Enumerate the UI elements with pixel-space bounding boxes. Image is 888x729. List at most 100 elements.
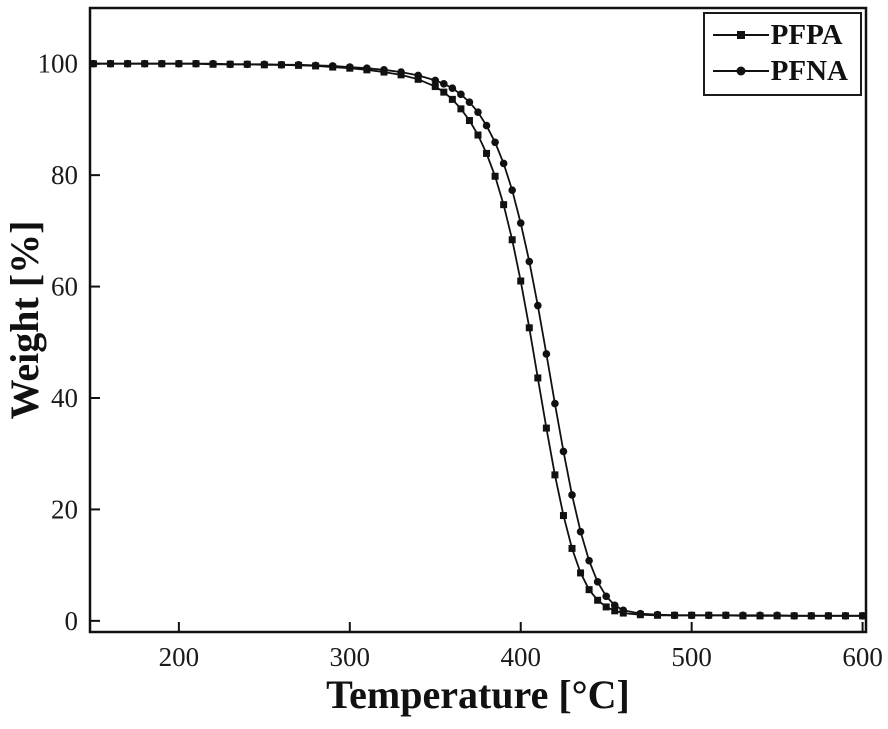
plot-border — [88, 6, 868, 634]
pfpa-marker-square-icon — [542, 424, 550, 432]
y-tick-label: 0 — [65, 606, 79, 636]
pfna-marker-circle-icon — [106, 59, 115, 68]
pfna-marker-circle-icon — [653, 610, 662, 619]
pfna-marker-circle-icon — [610, 601, 619, 610]
pfpa-line-square-marker-icon — [712, 31, 769, 39]
pfna-marker-circle-icon — [516, 219, 525, 227]
pfna-marker-circle-icon — [414, 71, 422, 80]
pfna-marker-circle-icon — [636, 609, 645, 618]
pfna-marker-circle-icon — [482, 121, 491, 130]
pfna-marker-circle-icon — [773, 611, 781, 620]
pfna-marker-circle-icon — [277, 61, 286, 69]
pfna-marker-circle-icon — [260, 60, 269, 69]
y-tick-label: 60 — [51, 272, 78, 302]
pfna-marker-circle-icon — [525, 257, 534, 266]
pfna-marker-circle-icon — [722, 611, 730, 620]
pfna-marker-circle-icon — [491, 138, 499, 147]
x-tick-label: 600 — [842, 642, 883, 672]
pfna-marker-circle-icon — [739, 611, 747, 620]
y-tick-label: 100 — [38, 49, 79, 79]
pfna-marker-circle-icon — [448, 84, 457, 93]
pfna-marker-circle-icon — [89, 59, 98, 68]
pfna-marker-circle-icon — [311, 61, 320, 70]
y-tick-label: 80 — [51, 160, 78, 190]
pfpa-marker-square-icon — [594, 596, 602, 604]
pfna-marker-circle-icon — [243, 60, 252, 69]
pfpa-marker-square-icon — [559, 512, 567, 520]
pfpa-marker-square-icon — [611, 607, 619, 615]
pfna-marker-circle-icon — [363, 64, 371, 72]
legend: PFPA PFNA — [702, 12, 862, 96]
pfna-marker-circle-icon — [175, 59, 183, 68]
x-tick-label: 200 — [159, 642, 200, 672]
pfna-marker-circle-icon — [619, 606, 628, 615]
x-tick-label: 400 — [500, 642, 541, 672]
pfna-marker-circle-icon — [140, 59, 149, 68]
pfna-marker-circle-icon — [440, 79, 448, 88]
pfna-marker-circle-icon — [534, 301, 542, 310]
pfna-marker-circle-icon — [380, 66, 388, 74]
pfna-marker-circle-icon — [465, 98, 474, 106]
pfpa-marker-square-icon — [431, 83, 439, 91]
pfna-marker-circle-icon — [585, 556, 593, 565]
pfpa-marker-square-icon — [440, 88, 448, 96]
pfna-marker-circle-icon — [499, 159, 508, 168]
pfpa-marker-square-icon — [568, 544, 576, 552]
pfpa-marker-square-icon — [474, 131, 482, 139]
pfna-marker-circle-icon — [790, 612, 799, 620]
pfna-marker-circle-icon — [474, 108, 482, 116]
pfna-marker-circle-icon — [431, 76, 440, 85]
pfna-marker-circle-icon — [602, 592, 610, 601]
pfna-marker-circle-icon — [576, 527, 585, 536]
pfna-marker-circle-icon — [346, 63, 354, 71]
pfpa-marker-square-icon — [525, 324, 533, 332]
pfpa-marker-square-icon — [585, 586, 593, 594]
pfna-marker-circle-icon — [397, 68, 405, 76]
pfpa-marker-square-icon — [457, 105, 465, 113]
pfna-marker-circle-icon — [328, 62, 337, 70]
legend-item-pfpa: PFPA — [712, 17, 848, 53]
legend-item-pfna: PFNA — [712, 53, 848, 89]
pfna-marker-circle-icon — [551, 399, 559, 408]
pfna-marker-circle-icon — [226, 60, 234, 69]
pfna-marker-circle-icon — [457, 90, 465, 99]
pfna-marker-circle-icon — [508, 186, 516, 194]
pfpa-marker-square-icon — [517, 277, 525, 285]
x-tick-label: 500 — [671, 642, 712, 672]
pfpa-marker-square-icon — [508, 236, 516, 244]
pfpa-curve — [93, 62, 863, 617]
pfna-marker-circle-icon — [192, 59, 200, 68]
y-tick-label: 40 — [51, 383, 78, 413]
pfpa-marker-square-icon — [491, 172, 499, 180]
pfna-marker-circle-icon — [756, 611, 764, 620]
legend-label-pfna: PFNA — [770, 55, 848, 87]
pfna-marker-circle-icon — [704, 611, 713, 620]
pfpa-marker-square-icon — [465, 117, 473, 125]
legend-label-pfpa: PFPA — [770, 19, 843, 51]
pfna-marker-circle-icon — [841, 612, 850, 620]
pfna-marker-circle-icon — [824, 612, 833, 620]
pfpa-marker-square-icon — [551, 471, 559, 479]
pfna-marker-circle-icon — [559, 447, 568, 456]
pfna-marker-circle-icon — [670, 611, 679, 620]
pfpa-marker-square-icon — [483, 149, 491, 157]
pfna-marker-circle-icon — [157, 59, 166, 68]
pfna-line-circle-marker-icon — [712, 66, 769, 76]
pfpa-marker-square-icon — [500, 201, 508, 209]
y-axis-title: Weight [%] — [2, 221, 47, 420]
pfpa-marker-square-icon — [577, 569, 585, 577]
pfna-marker-circle-icon — [123, 59, 132, 68]
pfna-marker-circle-icon — [807, 612, 816, 620]
pfna-marker-circle-icon — [568, 491, 576, 499]
x-axis-title: Temperature [°C] — [326, 672, 630, 717]
x-tick-label: 300 — [330, 642, 371, 672]
pfna-marker-circle-icon — [294, 61, 303, 69]
pfpa-marker-square-icon — [534, 374, 542, 382]
pfna-marker-circle-icon — [687, 611, 696, 620]
pfna-marker-circle-icon — [858, 612, 867, 620]
pfna-curve — [93, 62, 863, 617]
pfpa-marker-square-icon — [448, 95, 456, 103]
pfna-marker-circle-icon — [542, 350, 551, 358]
